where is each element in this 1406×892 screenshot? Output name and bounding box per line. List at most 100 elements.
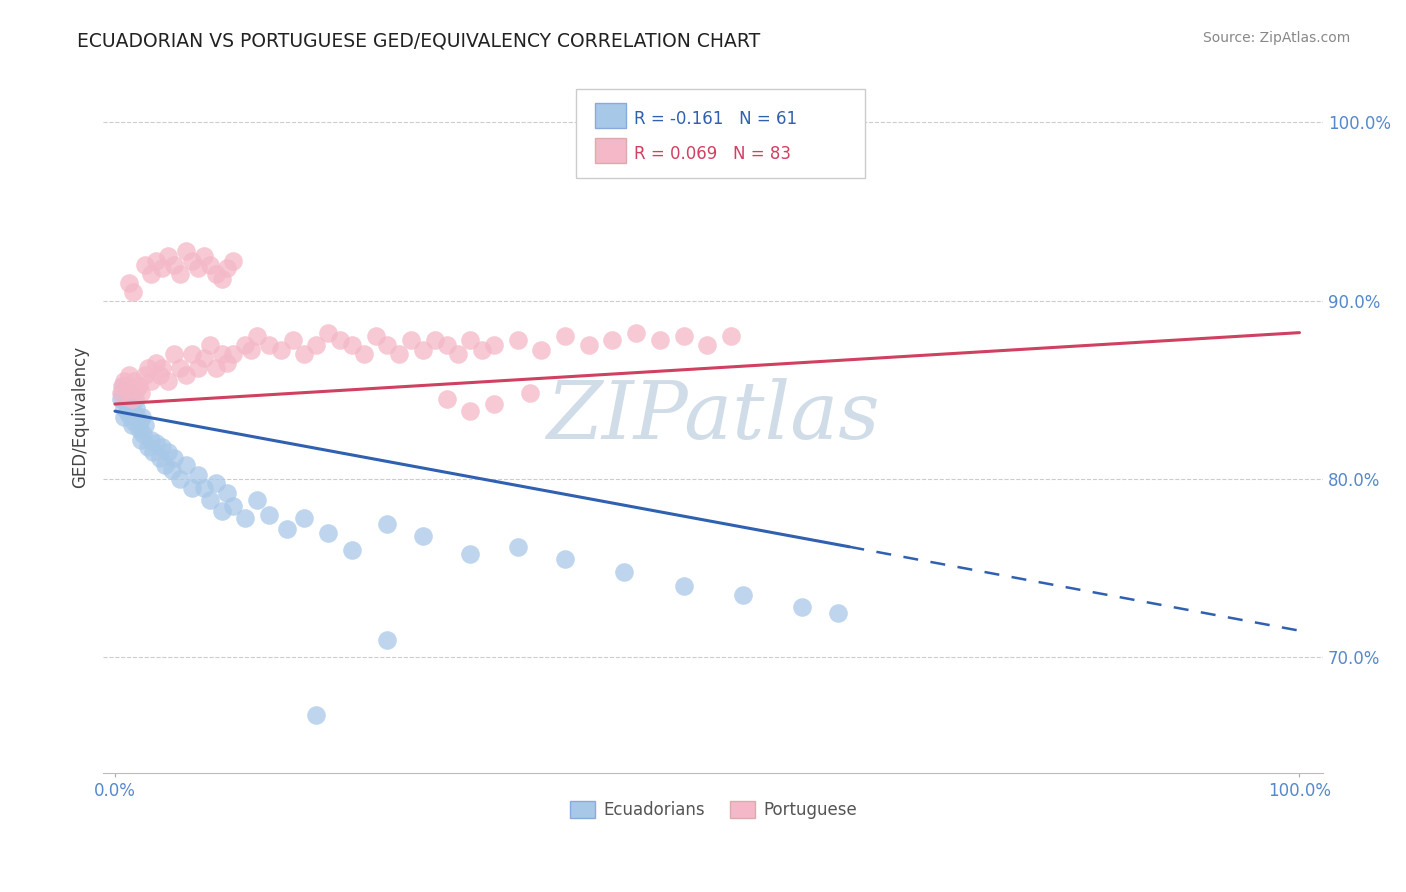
Y-axis label: GED/Equivalency: GED/Equivalency — [72, 345, 89, 488]
Point — [412, 343, 434, 358]
Point — [150, 261, 173, 276]
Text: R = 0.069   N = 83: R = 0.069 N = 83 — [634, 145, 792, 163]
Point — [696, 338, 718, 352]
Point — [114, 409, 136, 424]
Point — [117, 397, 139, 411]
Point — [181, 347, 204, 361]
Point — [648, 333, 671, 347]
Point — [122, 415, 145, 429]
Point — [121, 418, 143, 433]
Point — [827, 606, 849, 620]
Point — [125, 401, 148, 415]
Point — [364, 329, 387, 343]
Point — [204, 475, 226, 490]
Point — [149, 368, 172, 383]
Point — [204, 267, 226, 281]
Point — [181, 481, 204, 495]
Point — [149, 450, 172, 465]
Point — [124, 392, 146, 406]
Point — [305, 338, 328, 352]
Point — [316, 326, 339, 340]
Point — [121, 404, 143, 418]
Point — [174, 458, 197, 472]
Point — [257, 508, 280, 522]
Point — [157, 445, 180, 459]
Point — [460, 404, 482, 418]
Point — [187, 361, 209, 376]
Point — [281, 333, 304, 347]
Point — [129, 386, 152, 401]
Point — [118, 368, 141, 383]
Point — [672, 579, 695, 593]
Point — [388, 347, 411, 361]
Point — [316, 525, 339, 540]
Point — [399, 333, 422, 347]
Point — [169, 472, 191, 486]
Point — [246, 329, 269, 343]
Point — [145, 254, 167, 268]
Point — [305, 707, 328, 722]
Point — [423, 333, 446, 347]
Point — [460, 333, 482, 347]
Point — [121, 392, 143, 406]
Point — [132, 427, 155, 442]
Point — [436, 338, 458, 352]
Point — [257, 338, 280, 352]
Point — [506, 333, 529, 347]
Point — [790, 600, 813, 615]
Point — [198, 258, 221, 272]
Point — [211, 347, 233, 361]
Point — [114, 374, 136, 388]
Point — [136, 361, 159, 376]
Point — [160, 463, 183, 477]
Point — [412, 529, 434, 543]
Point — [169, 267, 191, 281]
Point — [128, 415, 150, 429]
Point — [145, 356, 167, 370]
Point — [139, 267, 162, 281]
Point — [174, 244, 197, 258]
Point — [233, 338, 256, 352]
Point — [193, 351, 215, 365]
Point — [211, 504, 233, 518]
Point — [163, 347, 186, 361]
Point — [145, 436, 167, 450]
Point — [115, 383, 138, 397]
Point — [139, 374, 162, 388]
Point — [294, 511, 316, 525]
Point — [163, 258, 186, 272]
Point — [118, 276, 141, 290]
Point — [153, 458, 176, 472]
Point — [128, 379, 150, 393]
Point — [150, 361, 173, 376]
Point — [198, 493, 221, 508]
Point — [112, 379, 135, 393]
Point — [672, 329, 695, 343]
Point — [246, 493, 269, 508]
Point — [193, 481, 215, 495]
Point — [129, 433, 152, 447]
Point — [134, 258, 156, 272]
Point — [204, 361, 226, 376]
Text: ZIPatlas: ZIPatlas — [547, 378, 880, 455]
Point — [157, 374, 180, 388]
Point — [120, 392, 142, 406]
Point — [128, 422, 150, 436]
Point — [127, 409, 149, 424]
Point — [240, 343, 263, 358]
Point — [270, 343, 292, 358]
Text: R = -0.161   N = 61: R = -0.161 N = 61 — [634, 110, 797, 128]
Point — [121, 285, 143, 299]
Text: ECUADORIAN VS PORTUGUESE GED/EQUIVALENCY CORRELATION CHART: ECUADORIAN VS PORTUGUESE GED/EQUIVALENCY… — [77, 31, 761, 50]
Point — [198, 338, 221, 352]
Point — [578, 338, 600, 352]
Point — [482, 338, 505, 352]
Point — [554, 329, 576, 343]
Point — [174, 368, 197, 383]
Point — [187, 261, 209, 276]
Point — [530, 343, 553, 358]
Point — [222, 499, 245, 513]
Point — [329, 333, 352, 347]
Point — [111, 386, 134, 401]
Point — [142, 445, 165, 459]
